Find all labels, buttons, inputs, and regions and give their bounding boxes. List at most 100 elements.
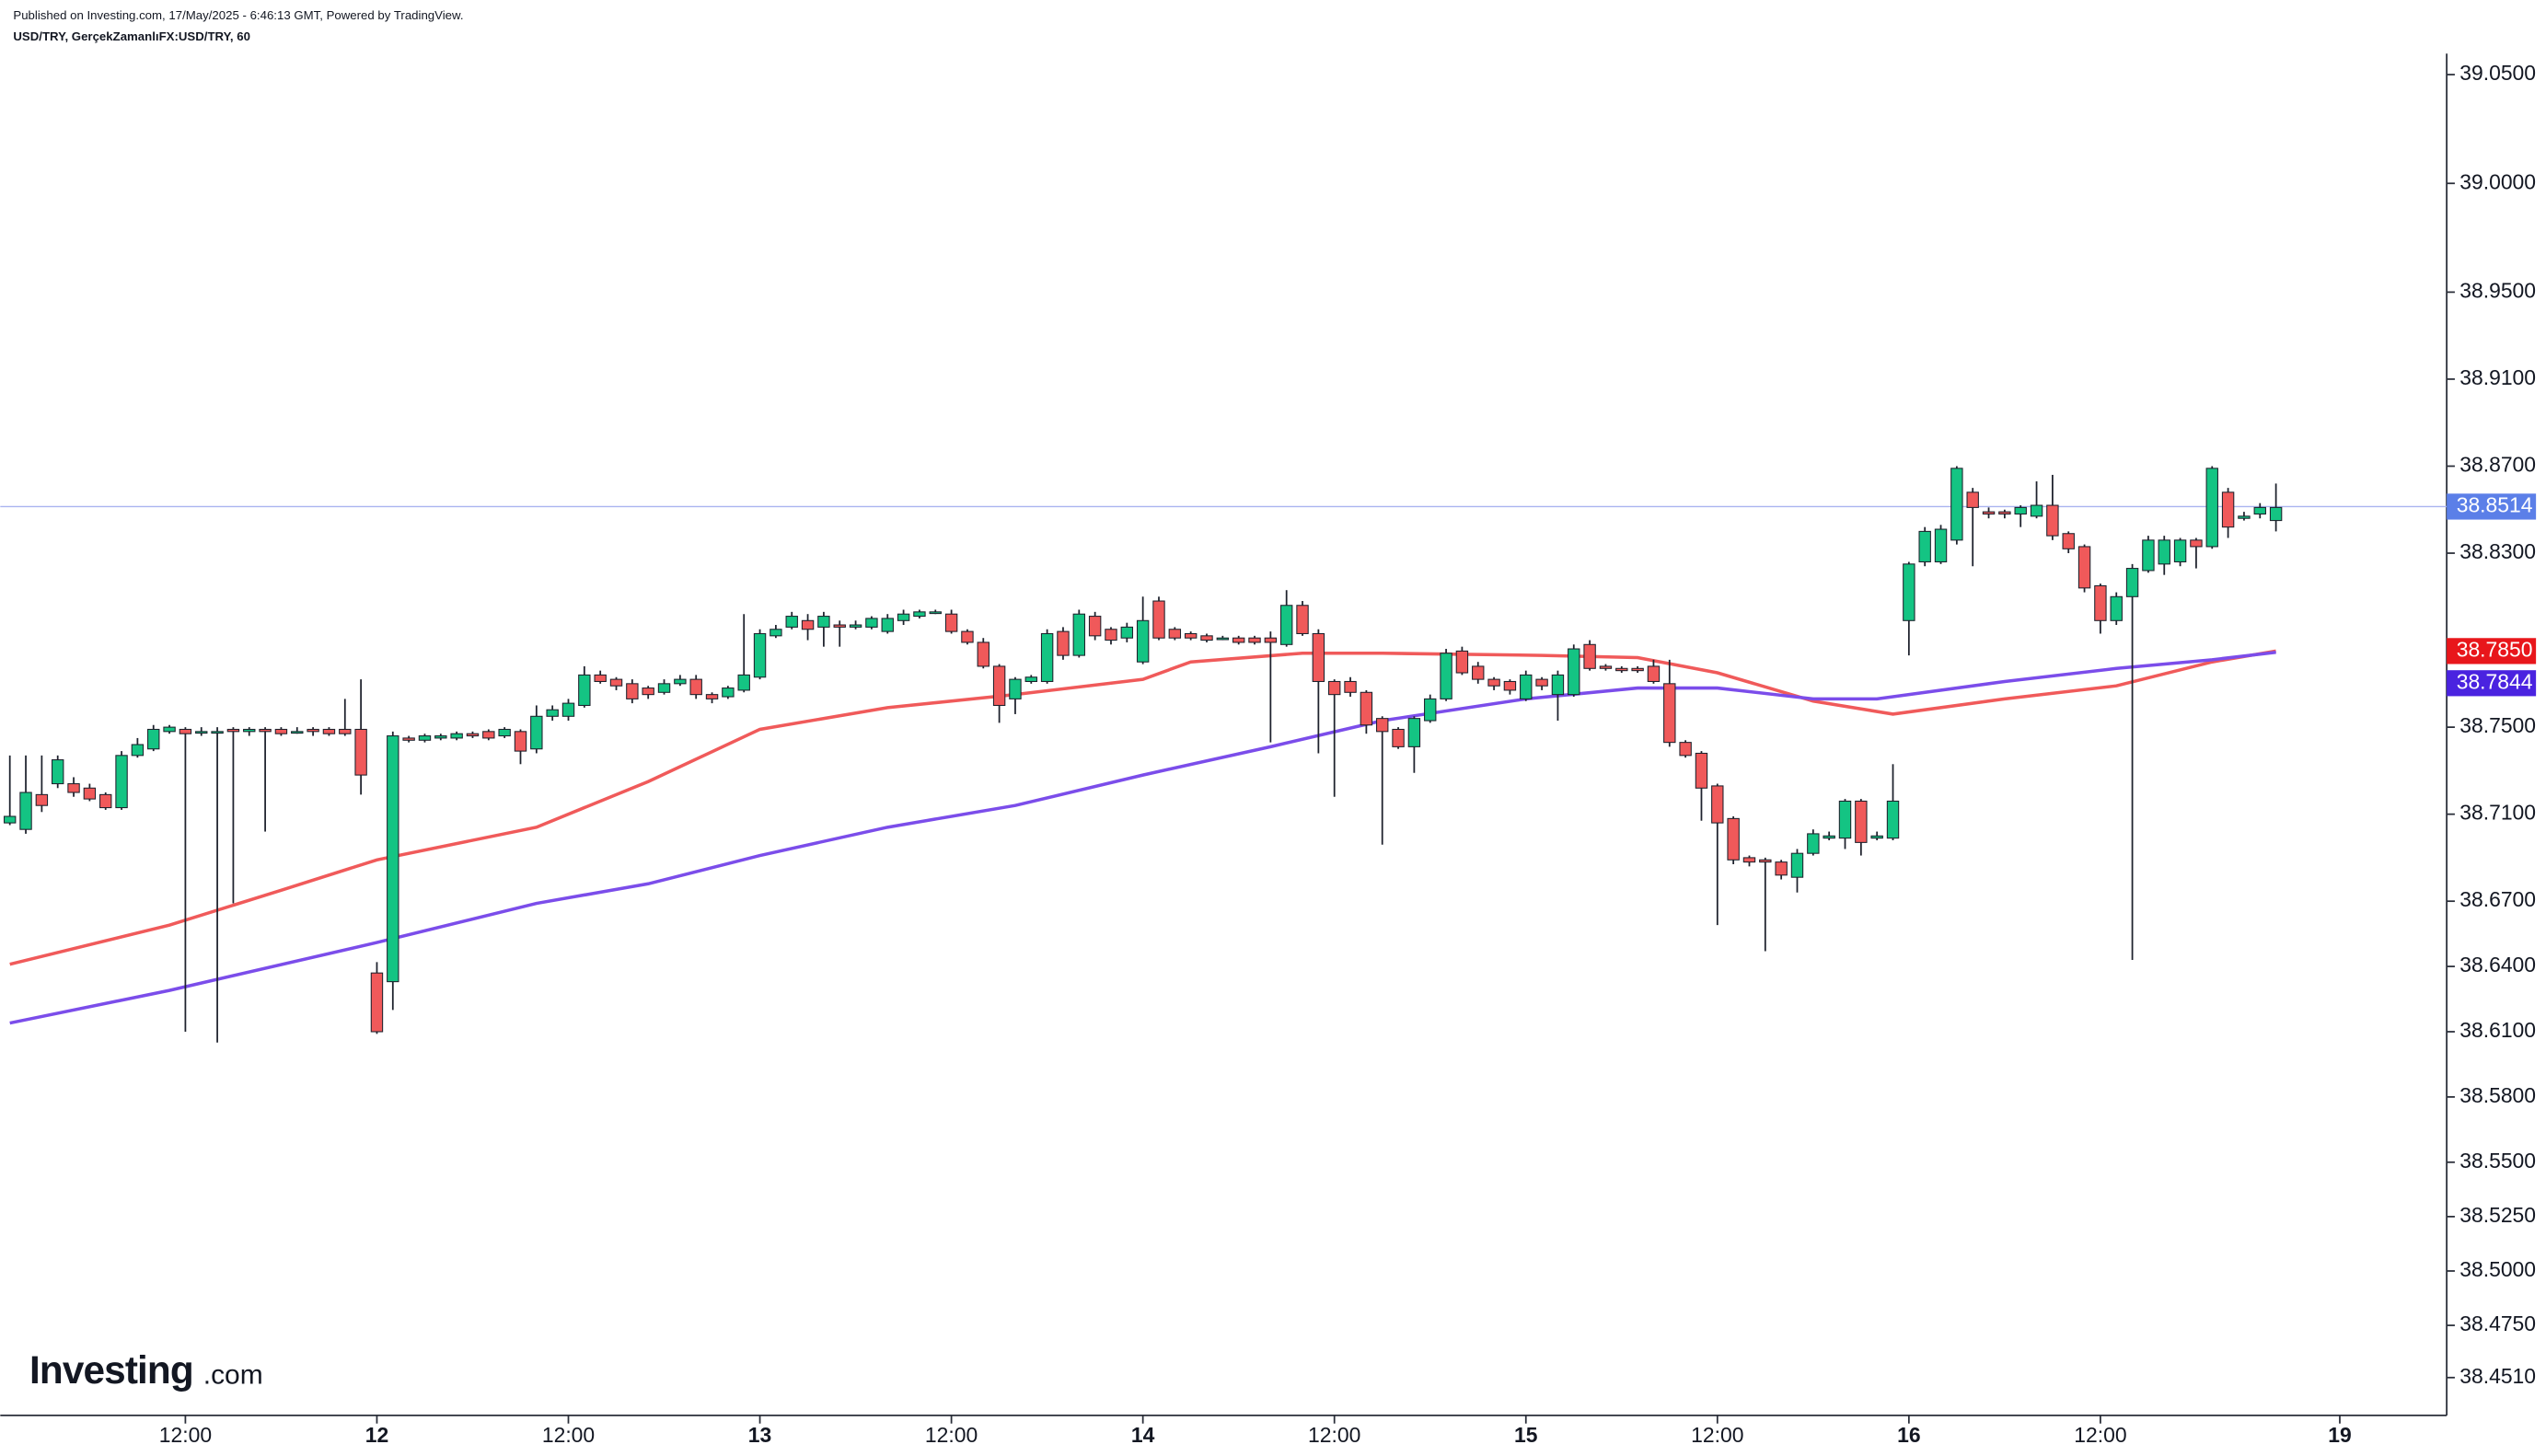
logo-name: Investing <box>29 1348 193 1392</box>
candle-body <box>2269 506 2283 522</box>
candle-body <box>370 972 384 1033</box>
candle-body <box>1535 678 1548 687</box>
candle-body <box>35 793 49 806</box>
candle-body <box>674 678 687 685</box>
candle-body <box>1679 742 1692 757</box>
candle-body <box>1472 665 1485 680</box>
chart-title: Published on Investing.com, 17/May/2025 … <box>13 8 463 22</box>
candle-body <box>1583 643 1596 669</box>
candle-body <box>1503 680 1517 691</box>
candle-body <box>657 683 671 693</box>
x-tick-label: 12:00 <box>542 1423 595 1447</box>
y-tick-label: 38.6700 <box>2459 887 2536 911</box>
candle-body <box>1790 852 1804 878</box>
y-tick-label: 38.4750 <box>2459 1312 2536 1335</box>
candle-body <box>1024 676 1037 683</box>
candle-body <box>705 694 719 699</box>
ma-line <box>9 649 2276 966</box>
candle-body <box>1903 563 1915 621</box>
y-tick-label: 38.9500 <box>2459 278 2536 302</box>
candle-body <box>2014 506 2027 515</box>
candle-body <box>929 611 942 615</box>
candle-body <box>1742 857 1756 863</box>
x-tick-label: 12:00 <box>1691 1423 1743 1447</box>
candle-body <box>849 624 862 628</box>
candle-body <box>1551 674 1565 696</box>
candle-body <box>865 618 878 628</box>
candle-body <box>307 728 319 733</box>
candle-body <box>1870 835 1883 839</box>
candle-body <box>801 619 815 630</box>
candle-body <box>1775 861 1788 876</box>
y-tick-label: 38.6100 <box>2459 1018 2536 1042</box>
candle-body <box>387 735 399 983</box>
candle-body <box>1312 632 1325 683</box>
candle-body <box>1455 650 1469 674</box>
x-tick-label: 12:00 <box>159 1423 212 1447</box>
candle-body <box>498 728 511 737</box>
candle-body <box>897 613 910 621</box>
candle-body <box>689 678 702 696</box>
candle-body <box>722 688 735 698</box>
candle-body <box>1232 637 1245 643</box>
candle-body <box>594 674 607 683</box>
price-label-box <box>2447 670 2537 697</box>
candle-body <box>1057 630 1070 656</box>
candle-body <box>226 728 240 733</box>
candle-body <box>2077 546 2091 589</box>
y-tick-label: 38.5500 <box>2459 1149 2536 1173</box>
price-label: 38.8514 <box>2457 492 2533 516</box>
candle-body <box>1631 667 1644 672</box>
candle-body <box>546 709 559 717</box>
candle-body <box>322 728 336 734</box>
candle-body <box>1105 629 1117 641</box>
candle-body <box>1344 680 1357 693</box>
candle-body <box>1407 718 1421 747</box>
candle-body <box>259 728 272 733</box>
x-tick-label: 19 <box>2328 1423 2351 1447</box>
candle-body <box>2158 539 2170 565</box>
candle-body <box>1695 752 1708 789</box>
candle-body <box>1838 800 1852 839</box>
candle-body <box>1360 691 1373 726</box>
candle-body <box>179 728 192 734</box>
x-tick-label: 12 <box>365 1423 388 1447</box>
candle-body <box>1727 817 1740 861</box>
y-tick-label: 38.5250 <box>2459 1203 2536 1227</box>
y-tick-label: 38.5800 <box>2459 1083 2536 1107</box>
candle-body <box>339 728 352 734</box>
candle-body <box>626 683 639 699</box>
candle-body <box>99 793 112 809</box>
candle-body <box>195 731 208 734</box>
candle-body <box>609 678 623 687</box>
candle-body <box>530 715 543 750</box>
candle-body <box>1823 835 1835 839</box>
candle-body <box>2030 504 2043 517</box>
candle-body <box>52 759 64 785</box>
chart-subtitle: USD/TRY, GerçekZamanlıFX:USD/TRY, 60 <box>13 29 250 43</box>
candle-body <box>1279 605 1293 645</box>
x-tick-label: 12:00 <box>2074 1423 2126 1447</box>
candle-body <box>1136 619 1150 663</box>
y-tick-label: 38.8700 <box>2459 453 2536 477</box>
candle-body <box>274 728 288 734</box>
candle-body <box>1120 626 1134 639</box>
candle-body <box>1663 683 1676 744</box>
y-tick-label: 38.5000 <box>2459 1257 2536 1281</box>
candle-body <box>1520 674 1533 699</box>
candle-body <box>83 787 97 800</box>
logo-suffix: .com <box>203 1360 263 1391</box>
candle-body <box>1040 632 1054 683</box>
candle-body <box>1248 637 1261 643</box>
candle-body <box>1424 698 1437 722</box>
x-tick-label: 16 <box>1897 1423 1920 1447</box>
candle-body <box>2205 468 2218 548</box>
candle-body <box>770 629 782 637</box>
candle-body <box>243 728 256 733</box>
candle-body <box>1088 616 1102 637</box>
y-tick-label: 38.7500 <box>2459 713 2536 737</box>
candle-body <box>67 783 80 793</box>
price-label: 38.7850 <box>2457 637 2533 661</box>
